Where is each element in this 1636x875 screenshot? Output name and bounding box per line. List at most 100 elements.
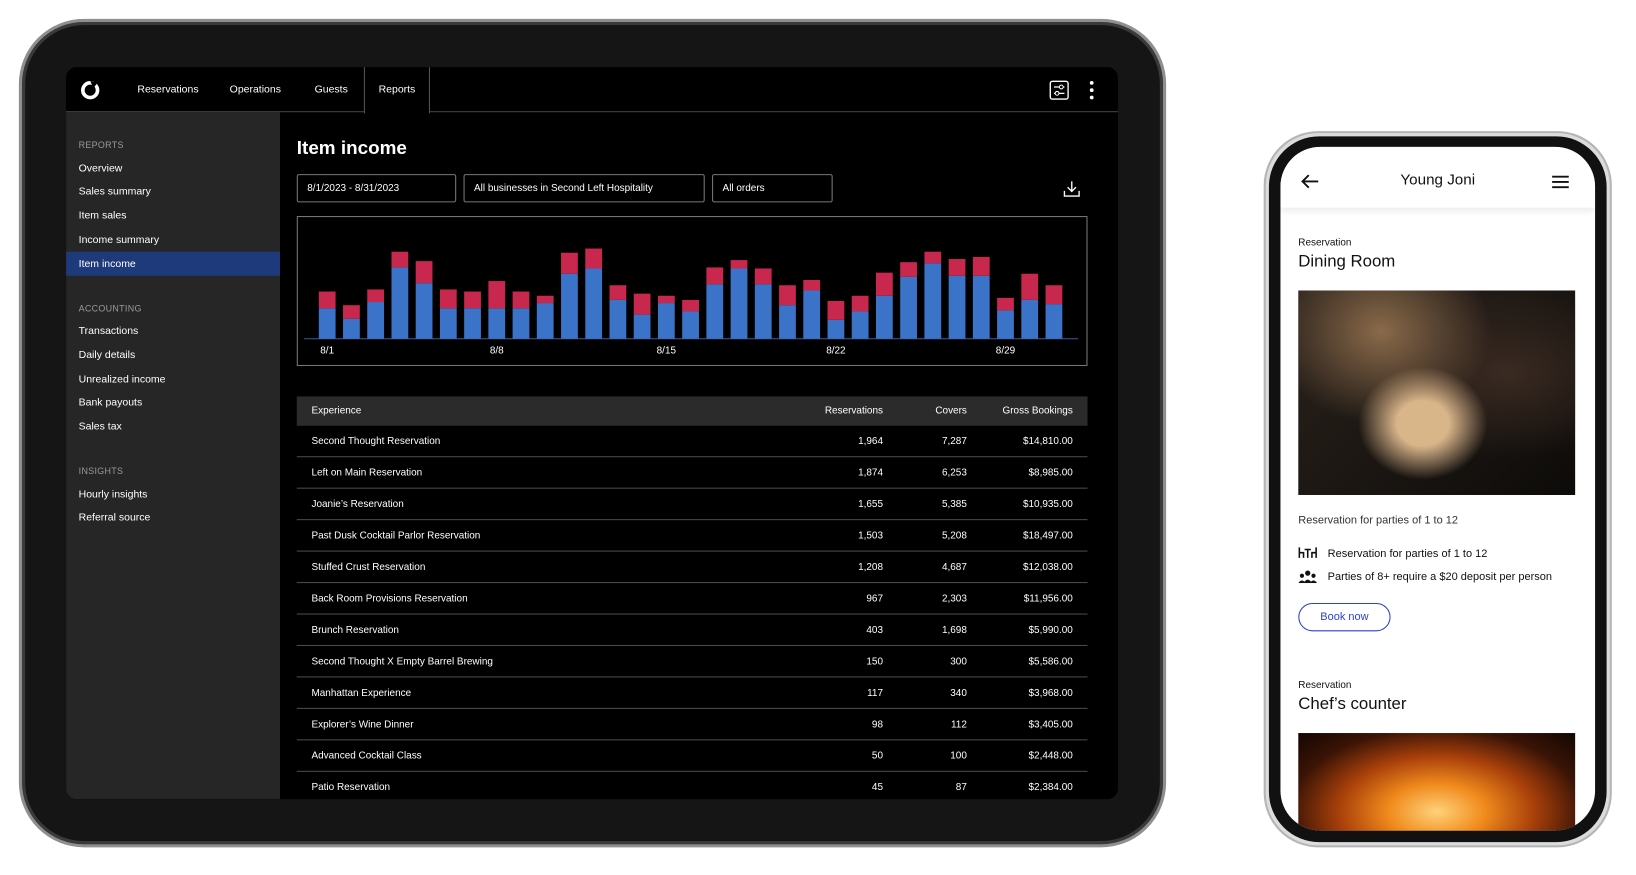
sidebar-link[interactable]: Item income (78, 257, 136, 270)
table-cell: $18,497.00 (1022, 529, 1073, 542)
x-tick-label: 8/8 (490, 345, 504, 356)
column-header: Gross Bookings (1002, 405, 1073, 417)
bar-segment (1021, 299, 1039, 339)
bar-segment (633, 314, 651, 339)
more-menu[interactable] (1086, 80, 1096, 101)
table-cell: $5,990.00 (1028, 623, 1073, 636)
bar-segment (657, 303, 675, 339)
bar-segment (536, 303, 554, 339)
table-row: Left on Main Reservation 1,874 6,253 $8,985… (296, 457, 1088, 489)
table-cell: $14,810.00 (1022, 435, 1073, 447)
bar-segment (827, 319, 845, 339)
table-cell: 100 (950, 749, 967, 762)
bar-segment (948, 275, 966, 339)
bar-segment (754, 284, 772, 339)
sidebar-link[interactable]: Item sales (78, 210, 127, 222)
bar-segment (948, 259, 966, 276)
sidebar-link[interactable]: Referral source (78, 512, 151, 525)
table-cell: 87 (955, 781, 967, 793)
table-cell: 967 (866, 592, 884, 605)
nav-item[interactable]: Reports (378, 83, 416, 96)
book-now-button[interactable]: Book now (1298, 603, 1391, 632)
bar-segment (561, 252, 578, 274)
sidebar-link[interactable]: Hourly insights (78, 488, 148, 501)
table-icon (1298, 547, 1317, 558)
filter-dropdown[interactable]: All orders (712, 174, 833, 203)
section-heading: ACCOUNTING (78, 302, 142, 314)
card-label: Reservation (1298, 237, 1352, 249)
report-title: Item income (296, 137, 407, 159)
bar-segment (997, 310, 1014, 339)
bar-segment (343, 318, 360, 339)
table-header: Experience Reservations Covers Gross Bookin… (296, 396, 1088, 426)
phone-screen: Young Joni Reservation Dining Room Reser… (1280, 146, 1596, 831)
column-header: Experience (311, 405, 362, 417)
bar-segment (657, 295, 675, 304)
bar-segment (730, 268, 748, 339)
bar-segment (972, 275, 990, 339)
hamburger-menu[interactable] (1552, 175, 1569, 189)
sidebar-link[interactable]: Income summary (78, 234, 160, 246)
sidebar-link[interactable]: Overview (78, 162, 123, 175)
table-cell: Manhattan Experience (311, 686, 412, 699)
table-row: Second Thought X Empty Barrel Brewing 150… (296, 646, 1088, 678)
oven-photo (1298, 733, 1576, 831)
filter-dropdown[interactable]: All businesses in Second Left Hospitalit… (463, 174, 705, 203)
bar-segment (924, 263, 942, 339)
x-tick-label: 8/29 (996, 345, 1016, 356)
sidebar-link[interactable]: Daily details (78, 349, 136, 362)
table-row: Past Dusk Cocktail Parlor Reservation 1,5… (296, 520, 1088, 552)
sidebar-link[interactable]: Unrealized income (78, 373, 166, 385)
bar-segment (318, 308, 336, 339)
table-cell: 1,503 (858, 529, 884, 542)
nav-item[interactable]: Reservations (137, 83, 199, 96)
table-cell: 340 (950, 686, 967, 699)
top-nav: Reservations Operations Guests Reports (66, 67, 1118, 114)
table-cell: Joanie’s Reservation (311, 498, 404, 510)
sidebar-link[interactable]: Transactions (78, 325, 139, 338)
x-tick-label: 8/22 (826, 345, 846, 356)
table-cell: 7,287 (941, 435, 967, 447)
sidebar-link[interactable]: Bank payouts (78, 397, 143, 409)
table-cell: Second Thought X Empty Barrel Brewing (311, 655, 493, 667)
bar-segment (851, 311, 869, 339)
table-cell: 403 (866, 623, 884, 636)
bar-segment (633, 293, 651, 315)
back-arrow[interactable] (1300, 174, 1319, 189)
table-cell: Stuffed Crust Reservation (311, 561, 426, 573)
nav-item[interactable]: Guests (314, 83, 348, 96)
filter-text: All orders (722, 182, 765, 195)
table-cell: 2,303 (941, 592, 967, 605)
bar-segment (1045, 304, 1063, 339)
group-icon (1298, 570, 1318, 584)
download-icon[interactable] (1062, 179, 1081, 198)
detail-text: Reservation for parties of 1 to 12 (1327, 547, 1488, 561)
x-tick-label: 8/1 (320, 345, 334, 356)
bar-segment (585, 268, 603, 339)
bar-segment (488, 281, 506, 309)
phone-header: Young Joni (1280, 146, 1596, 208)
x-tick-label: 8/15 (657, 345, 677, 356)
table-row: Joanie’s Reservation 1,655 5,385 $10,935.00 (296, 489, 1088, 521)
table-cell: $8,985.00 (1028, 466, 1073, 479)
bar-segment (439, 308, 457, 339)
sidebar-link[interactable]: Sales tax (78, 421, 122, 433)
table-cell: $3,405.00 (1028, 718, 1073, 730)
bar-segment (585, 248, 603, 269)
table-row: Back Room Provisions Reservation 967 2,303… (296, 583, 1088, 615)
bar-segment (900, 262, 917, 277)
table-row: Stuffed Crust Reservation 1,208 4,687 $12,0… (296, 552, 1088, 584)
table-cell: Left on Main Reservation (311, 466, 423, 479)
card-description: Reservation for parties of 1 to 12 (1298, 513, 1459, 527)
settings-icon[interactable] (1049, 80, 1070, 101)
filter-dropdown[interactable]: 8/1/2023 - 8/31/2023 (296, 174, 457, 203)
column-header: Covers (935, 405, 967, 417)
table-cell: 4,687 (941, 561, 967, 573)
table-cell: 1,698 (941, 623, 967, 636)
bar-segment (779, 305, 796, 339)
bar-segment (464, 291, 481, 309)
sidebar-link[interactable]: Sales summary (78, 186, 151, 199)
bar-segment (779, 285, 796, 306)
nav-item[interactable]: Operations (229, 83, 281, 96)
venue-name: Young Joni (1400, 171, 1476, 189)
